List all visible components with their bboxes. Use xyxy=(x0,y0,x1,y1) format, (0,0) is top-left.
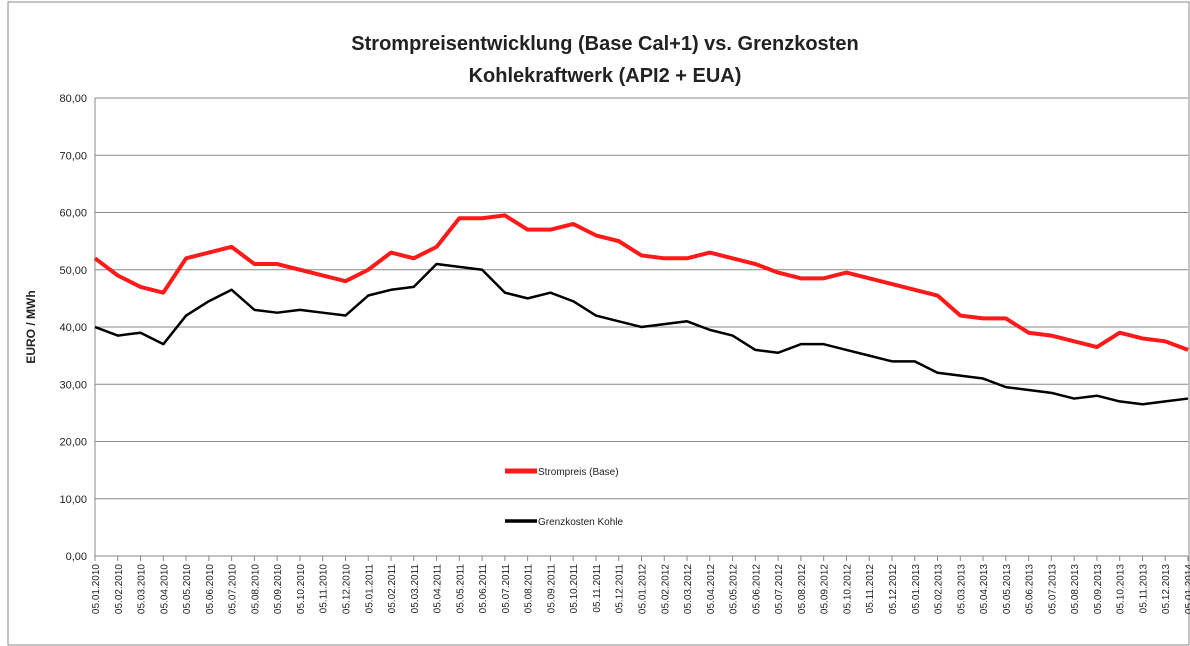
line-series xyxy=(93,213,1189,352)
y-tick-label: 50,00 xyxy=(59,265,87,277)
x-tick-label: 05.11.2013 xyxy=(1138,564,1149,614)
x-tick-label: 05.03.2013 xyxy=(956,564,967,614)
chart-title: Strompreisentwicklung (Base Cal+1) vs. G… xyxy=(351,33,858,55)
x-tick-label: 05.06.2011 xyxy=(478,564,489,614)
y-tick-label: 80,00 xyxy=(59,93,87,105)
x-tick-label: 05.08.2013 xyxy=(1070,564,1081,614)
x-tick-label: 05.05.2013 xyxy=(1002,564,1013,614)
x-tick-label: 05.09.2010 xyxy=(273,564,284,614)
x-tick-label: 05.02.2011 xyxy=(387,564,398,614)
x-tick-label: 05.04.2011 xyxy=(433,564,444,614)
x-tick-label: 05.03.2012 xyxy=(683,564,694,614)
legend-label: Strompreis (Base) xyxy=(538,467,619,478)
x-tick-label: 05.12.2010 xyxy=(341,564,352,614)
x-tick-label: 05.12.2013 xyxy=(1161,564,1172,614)
x-tick-label: 05.03.2011 xyxy=(410,564,421,614)
x-tick-label: 05.02.2012 xyxy=(660,564,671,614)
x-tick-label: 05.04.2013 xyxy=(979,564,990,614)
x-tick-label: 05.08.2010 xyxy=(250,564,261,614)
x-tick-label: 05.08.2012 xyxy=(797,564,808,614)
x-tick-label: 05.04.2012 xyxy=(706,564,717,614)
x-tick-label: 05.12.2011 xyxy=(615,564,626,614)
x-tick-label: 05.07.2013 xyxy=(1047,564,1058,614)
x-tick-label: 05.01.2014 xyxy=(1184,564,1190,614)
x-tick-label: 05.05.2012 xyxy=(729,564,740,614)
x-tick-label: 05.10.2010 xyxy=(296,564,307,614)
y-tick-label: 30,00 xyxy=(59,379,87,391)
y-tick-label: 40,00 xyxy=(59,322,87,334)
x-tick-label: 05.01.2010 xyxy=(91,564,102,614)
x-tick-label: 05.11.2011 xyxy=(592,564,603,613)
chart-title: Kohlekraftwerk (API2 + EUA) xyxy=(469,65,742,87)
x-tick-label: 05.02.2010 xyxy=(114,564,125,614)
x-tick-label: 05.01.2012 xyxy=(638,564,649,614)
x-tick-label: 05.10.2012 xyxy=(842,564,853,614)
x-tick-label: 05.03.2010 xyxy=(137,564,148,614)
x-tick-label: 05.11.2012 xyxy=(865,564,876,614)
x-tick-label: 05.05.2011 xyxy=(455,564,466,614)
x-tick-label: 05.09.2011 xyxy=(546,564,557,614)
y-tick-label: 0,00 xyxy=(66,551,87,563)
line-series xyxy=(94,262,1189,406)
x-tick-label: 05.01.2013 xyxy=(911,564,922,614)
x-tick-label: 05.09.2013 xyxy=(1093,564,1104,614)
y-tick-label: 10,00 xyxy=(59,494,87,506)
x-tick-label: 05.01.2011 xyxy=(364,564,375,614)
x-tick-label: 05.06.2010 xyxy=(205,564,216,614)
x-tick-label: 05.08.2011 xyxy=(524,564,535,614)
x-tick-label: 05.06.2012 xyxy=(751,564,762,614)
x-tick-label: 05.04.2010 xyxy=(159,564,170,614)
x-tick-label: 05.05.2010 xyxy=(182,564,193,614)
y-tick-label: 60,00 xyxy=(59,208,87,220)
x-tick-label: 05.10.2011 xyxy=(569,564,580,614)
y-tick-label: 70,00 xyxy=(59,150,87,162)
x-tick-label: 05.12.2012 xyxy=(888,564,899,614)
y-tick-label: 20,00 xyxy=(59,437,87,449)
x-tick-label: 05.09.2012 xyxy=(820,564,831,614)
y-axis-label: EURO / MWh xyxy=(24,290,38,363)
x-tick-label: 05.06.2013 xyxy=(1025,564,1036,614)
x-tick-label: 05.07.2010 xyxy=(228,564,239,614)
legend-label: Grenzkosten Kohle xyxy=(538,517,623,528)
x-tick-label: 05.07.2011 xyxy=(501,564,512,614)
x-tick-label: 05.02.2013 xyxy=(934,564,945,614)
x-tick-label: 05.11.2010 xyxy=(319,564,330,614)
frame xyxy=(7,1,1190,646)
x-tick-label: 05.10.2013 xyxy=(1116,564,1127,614)
x-tick-label: 05.07.2012 xyxy=(774,564,785,614)
